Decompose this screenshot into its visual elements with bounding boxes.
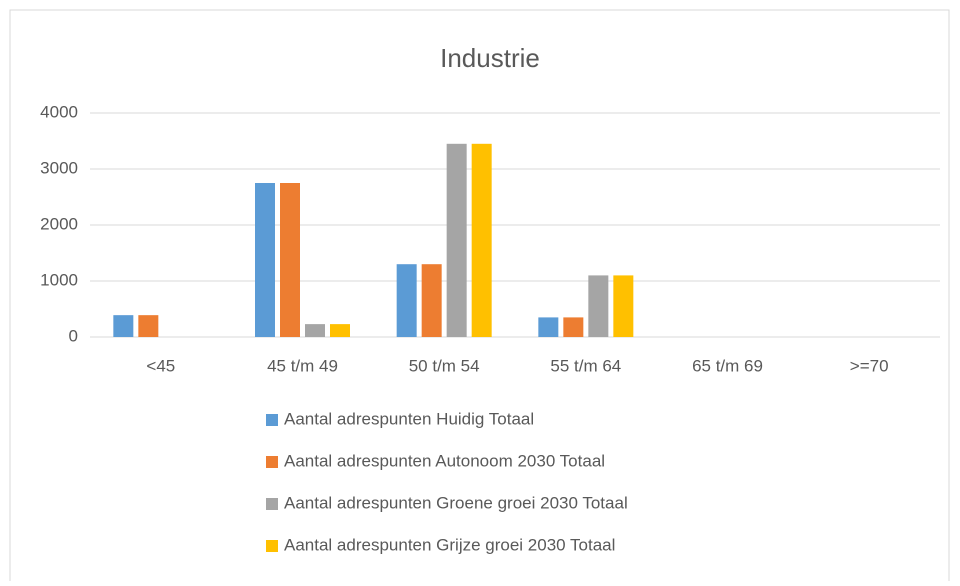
- x-tick-label: 65 t/m 69: [692, 356, 763, 375]
- bar: [330, 324, 350, 337]
- legend-swatch: [266, 498, 278, 510]
- y-tick-label: 3000: [40, 158, 78, 177]
- bar: [446, 143, 467, 337]
- bar: [138, 315, 159, 337]
- bar: [255, 183, 275, 337]
- bar: [421, 264, 442, 337]
- legend-label: Aantal adrespunten Huidig Totaal: [284, 409, 534, 428]
- x-tick-label: 45 t/m 49: [267, 356, 338, 375]
- bar: [471, 143, 492, 337]
- bar: [588, 275, 609, 337]
- bar: [396, 264, 417, 337]
- legend-swatch: [266, 540, 278, 552]
- bar: [538, 317, 559, 337]
- legend-swatch: [266, 456, 278, 468]
- bar: [613, 275, 634, 337]
- bar: [305, 324, 325, 337]
- chart-title: Industrie: [440, 43, 540, 73]
- legend-swatch: [266, 414, 278, 426]
- y-tick-label: 1000: [40, 270, 78, 289]
- y-tick-label: 4000: [40, 102, 78, 121]
- y-tick-label: 2000: [40, 214, 78, 233]
- legend-label: Aantal adrespunten Groene groei 2030 Tot…: [284, 493, 628, 512]
- x-tick-label: <45: [146, 356, 175, 375]
- bar: [113, 315, 134, 337]
- x-tick-label: 50 t/m 54: [409, 356, 480, 375]
- bar: [563, 317, 584, 337]
- bar: [280, 183, 300, 337]
- legend-label: Aantal adrespunten Autonoom 2030 Totaal: [284, 451, 605, 470]
- y-tick-label: 0: [69, 326, 78, 345]
- x-tick-label: >=70: [850, 356, 889, 375]
- x-tick-label: 55 t/m 64: [550, 356, 621, 375]
- legend-label: Aantal adrespunten Grijze groei 2030 Tot…: [284, 535, 615, 554]
